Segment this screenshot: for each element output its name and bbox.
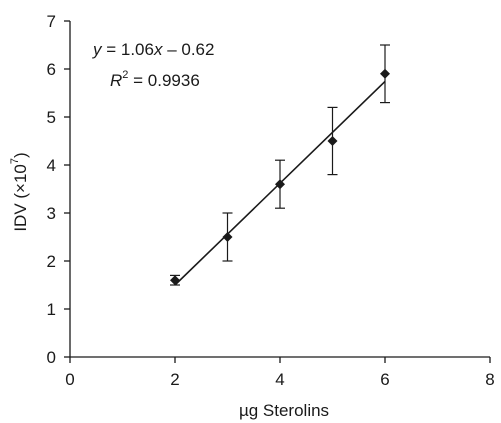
y-tick-label: 4 <box>47 156 56 175</box>
data-points <box>170 68 390 286</box>
x-tick-label: 2 <box>170 370 179 389</box>
y-tick-label: 5 <box>47 108 56 127</box>
x-tick-label: 4 <box>275 370 284 389</box>
x-tick-label: 0 <box>65 370 74 389</box>
error-bars <box>170 44 390 286</box>
regression-equation: y = 1.06x – 0.62 <box>92 40 214 59</box>
data-point <box>380 68 390 79</box>
y-tick-label: 2 <box>47 252 56 271</box>
y-tick-label: 1 <box>47 300 56 319</box>
x-tick-labels: 0 2 4 6 8 <box>65 370 494 389</box>
x-axis-label: µg Sterolins <box>239 401 329 420</box>
data-point <box>275 179 285 190</box>
x-tick-label: 6 <box>380 370 389 389</box>
r-squared-label: R2 = 0.9936 <box>110 69 200 90</box>
axes <box>64 20 491 363</box>
data-point <box>222 232 233 242</box>
y-tick-label: 3 <box>47 204 56 223</box>
y-tick-labels: 0 1 2 3 4 5 6 7 <box>47 12 56 367</box>
y-tick-label: 0 <box>47 348 56 367</box>
x-tick-label: 8 <box>485 370 494 389</box>
data-point <box>170 275 180 286</box>
y-tick-label: 6 <box>47 60 56 79</box>
y-axis-label: IDV (×107) <box>9 152 30 231</box>
data-point <box>327 136 338 146</box>
y-tick-label: 7 <box>47 12 56 31</box>
